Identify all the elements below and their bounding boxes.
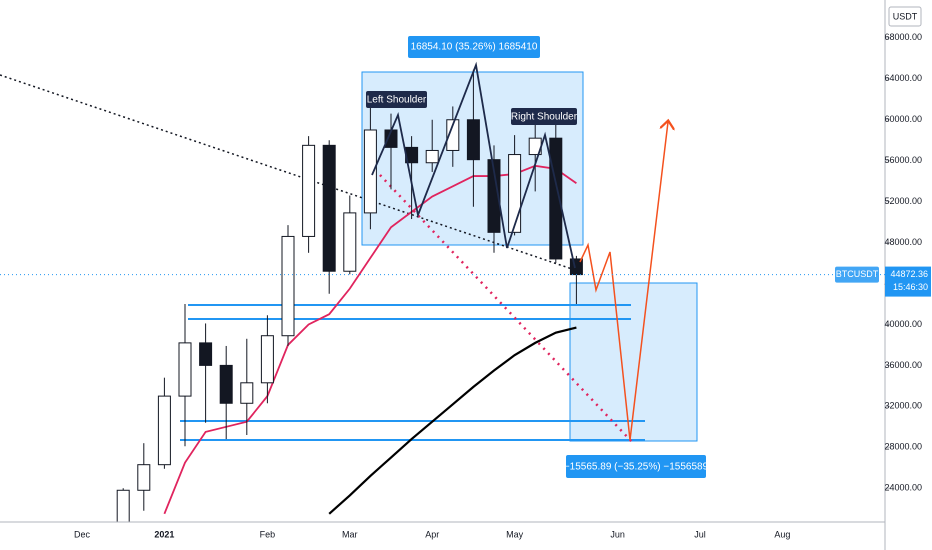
x-tick-label: Jun (610, 529, 625, 539)
y-tick-label: 56000.00 (884, 155, 922, 165)
countdown: 15:46:30 (893, 282, 928, 292)
pattern-zigzag (371, 61, 576, 269)
neckline-projection (379, 174, 633, 443)
y-tick-label: 28000.00 (884, 442, 922, 452)
drawings-top: 16854.10 (35.26%) 1685410 Left Shoulder … (366, 36, 709, 478)
x-tick-label: Jul (694, 529, 706, 539)
pattern-label-box (366, 91, 427, 108)
y-tick-label: 36000.00 (884, 360, 922, 370)
measure-label: −15565.89 (−35.25%) −1556589 (564, 462, 709, 473)
y-tick-label: 24000.00 (884, 483, 922, 493)
plot-area (116, 69, 583, 522)
price-tag (885, 266, 931, 297)
candle-body (322, 144, 336, 272)
currency: USDT (893, 11, 918, 21)
x-tick-label: 2021 (154, 529, 174, 539)
moving-average (328, 326, 577, 515)
x-tick-label: Mar (342, 529, 358, 539)
candle-body (446, 119, 460, 151)
y-tick-label: 52000.00 (884, 196, 922, 206)
y-tick-label: 68000.00 (884, 32, 922, 42)
symbol: BTCUSDT (836, 269, 879, 279)
candle-body (157, 395, 171, 466)
x-tick-label: Apr (425, 529, 439, 539)
measure-label: 16854.10 (35.26%) 1685410 (411, 42, 538, 53)
y-tick-label: 40000.00 (884, 319, 922, 329)
candle-body (199, 342, 213, 366)
y-tick-label: 60000.00 (884, 114, 922, 124)
x-tick-label: Feb (260, 529, 276, 539)
symbol-tag (835, 266, 879, 283)
pattern-label-box (511, 108, 577, 125)
candle-body (487, 159, 501, 233)
candle-body (466, 119, 480, 161)
candle-body (240, 382, 254, 404)
projection-path (579, 122, 668, 441)
x-tick-label: Aug (774, 529, 790, 539)
measure-label-box (566, 455, 706, 478)
x-tick-label: Dec (74, 529, 91, 539)
measure-box (569, 282, 698, 442)
candle-body (508, 154, 522, 233)
candle-body (260, 335, 274, 384)
moving-average (163, 164, 577, 515)
trend-line (0, 74, 576, 271)
candle-body (425, 149, 439, 164)
candle-body (343, 212, 357, 272)
y-tick-label: 64000.00 (884, 73, 922, 83)
last-price: 44872.36 (890, 269, 928, 279)
pattern-label: Left Shoulder (367, 95, 427, 106)
y-tick-label: 48000.00 (884, 237, 922, 247)
measure-label-box (408, 36, 540, 58)
y-tick-label: 32000.00 (884, 401, 922, 411)
x-tick-label: May (506, 529, 524, 539)
candle-body (219, 364, 233, 404)
candle-body (363, 129, 377, 214)
candle-body (281, 235, 295, 337)
candle-body (302, 144, 316, 237)
pattern-label: Right Shoulder (511, 112, 578, 123)
currency-box (888, 6, 922, 27)
candle-body (178, 342, 192, 397)
candle-body (116, 489, 130, 522)
candle-body (137, 464, 151, 491)
